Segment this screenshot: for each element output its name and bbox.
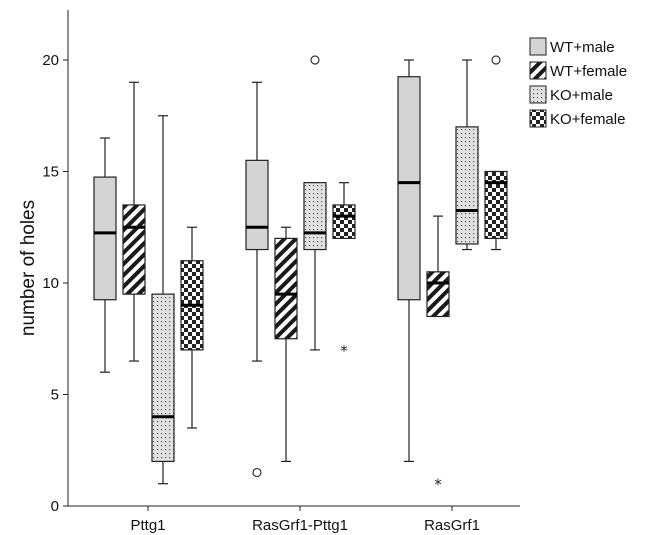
box-body — [303, 182, 327, 251]
box-ko-male-1 — [303, 55, 327, 351]
box-ko-male-2 — [455, 59, 479, 251]
legend-label: KO+female — [550, 111, 625, 128]
axes: 0 5 10 15 20 Pttg1 RasGrf1-Pttg1 RasGrf1 — [42, 10, 520, 534]
box-wt-female-0 — [122, 81, 146, 362]
outlier-star: * — [340, 342, 348, 360]
outlier-circle — [310, 55, 320, 65]
box-body — [484, 170, 508, 240]
y-tick-label: 10 — [42, 275, 59, 292]
outlier-circle — [491, 55, 501, 65]
box-wt-female-1 — [274, 226, 298, 462]
legend-swatch — [529, 85, 547, 104]
box-body — [274, 237, 298, 340]
box-ko-female-2 — [484, 55, 508, 251]
y-axis-title: number of holes — [18, 200, 39, 336]
box-body — [122, 204, 146, 295]
legend-label: WT+female — [550, 63, 627, 80]
outlier-circle — [252, 467, 262, 478]
box-body — [151, 293, 175, 462]
y-tick-label: 20 — [42, 52, 59, 69]
box-body — [332, 204, 356, 239]
y-tick-label: 0 — [51, 498, 59, 515]
legend-swatch — [529, 37, 547, 56]
box-ko-female-1: * — [332, 182, 356, 360]
legend: WT+male WT+female KO+male KO+female — [529, 37, 627, 128]
box-body — [245, 159, 269, 251]
x-tick-label: Pttg1 — [130, 517, 165, 534]
boxes-layer: ** — [93, 55, 508, 494]
box-body — [426, 271, 450, 318]
box-body — [397, 76, 421, 301]
legend-label: WT+male — [550, 39, 615, 56]
outlier-star: * — [434, 476, 442, 494]
box-wt-male-1 — [245, 81, 269, 478]
box-body — [455, 126, 479, 245]
x-tick-label: RasGrf1-Pttg1 — [252, 517, 348, 534]
box-body — [93, 176, 117, 301]
legend-swatch — [529, 109, 547, 128]
box-wt-male-0 — [93, 137, 117, 373]
legend-swatch — [529, 61, 547, 80]
y-tick-label: 5 — [51, 387, 59, 404]
x-tick-label: RasGrf1 — [424, 517, 480, 534]
y-tick-label: 15 — [42, 164, 59, 181]
legend-label: KO+male — [550, 87, 613, 104]
box-ko-male-0 — [151, 115, 175, 485]
box-wt-male-2 — [397, 59, 421, 462]
box-ko-female-0 — [180, 226, 204, 429]
box-wt-female-2: * — [426, 215, 450, 494]
